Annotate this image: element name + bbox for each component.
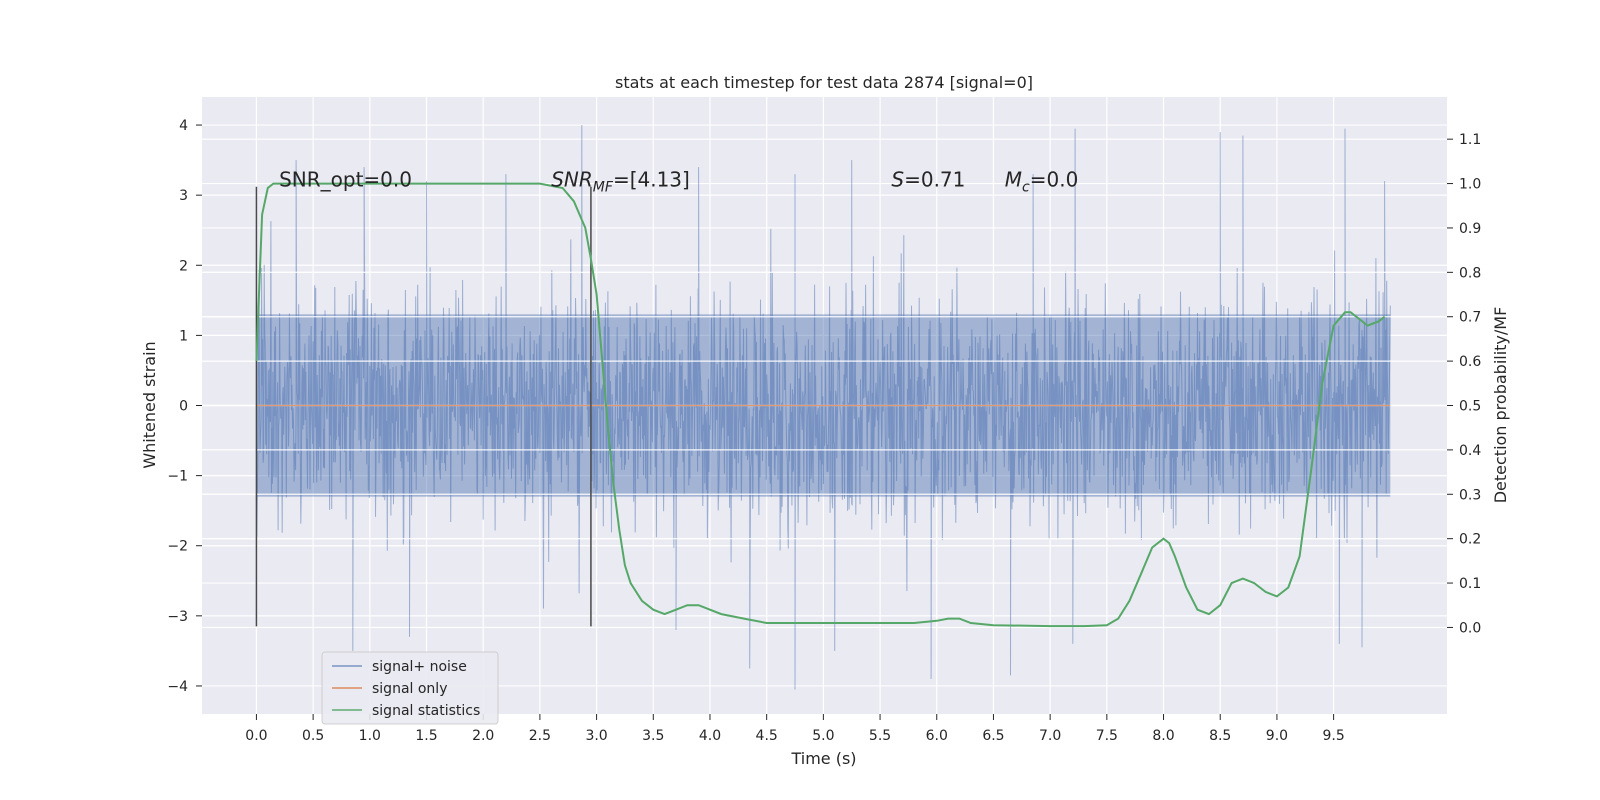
chart-title: stats at each timestep for test data 287… — [615, 73, 1033, 92]
x-tick-label: 5.0 — [812, 728, 834, 744]
y-tick-label: −2 — [167, 539, 188, 555]
x-tick-label: 0.5 — [302, 728, 324, 744]
y2-tick-label: 0.5 — [1459, 399, 1481, 415]
x-tick-label: 7.5 — [1096, 728, 1118, 744]
signal-statistics-line — [255, 182, 1386, 628]
y-tick-label: 1 — [179, 328, 188, 344]
annotation: S=0.71 — [891, 168, 965, 192]
x-tick-label: 6.5 — [982, 728, 1004, 744]
x-tick-label: 4.5 — [756, 728, 778, 744]
y2-tick-label: 0.2 — [1459, 532, 1481, 548]
y-tick-label: −1 — [167, 469, 188, 485]
y2-tick-label: 0.8 — [1459, 265, 1481, 281]
x-tick-label: 4.0 — [699, 728, 721, 744]
x-tick-label: 2.5 — [529, 728, 551, 744]
annotation: SNRMF=[4.13] — [551, 168, 690, 196]
x-tick-label: 8.5 — [1209, 728, 1231, 744]
y2-tick-label: 1.1 — [1459, 132, 1481, 148]
y2-tick-label: 0.6 — [1459, 354, 1481, 370]
y-axis-label: Whitened strain — [140, 341, 159, 468]
y2-tick-label: 0.0 — [1459, 620, 1481, 636]
y-tick-label: −3 — [167, 609, 188, 625]
series-signal-statistics — [255, 182, 1386, 628]
x-tick-label: 6.0 — [926, 728, 948, 744]
y2-axis-ticks: 1.1 1.0 0.9 0.8 0.7 0.6 0.5 0.4 0.3 0.2 0.1 0.0 — [1447, 132, 1481, 636]
x-axis-label: Time (s) — [790, 749, 856, 768]
noise-trace — [255, 124, 1391, 690]
x-axis-ticks: 0.0 0.5 1.0 1.5 2.0 2.5 3.0 3.5 4.0 4.5 5.0 5.5 6.0 6… — [245, 714, 1345, 744]
legend-label: signal+ noise — [372, 659, 467, 675]
x-tick-label: 7.0 — [1039, 728, 1061, 744]
legend: signal+ noise signal only signal statistic… — [321, 651, 499, 725]
y-axis-ticks: 4 3 2 1 0 −1 −2 −3 −4 — [167, 118, 202, 695]
y-tick-label: 4 — [179, 118, 188, 134]
x-tick-label: 8.0 — [1152, 728, 1174, 744]
y2-tick-label: 1.0 — [1459, 177, 1481, 193]
y-tick-label: 0 — [179, 399, 188, 415]
annotation: SNR_opt=0.0 — [279, 168, 412, 192]
y2-axis-label: Detection probability/MF — [1491, 307, 1510, 504]
y2-tick-label: 0.9 — [1459, 221, 1481, 237]
y2-tick-label: 0.1 — [1459, 576, 1481, 592]
x-tick-label: 1.0 — [359, 728, 381, 744]
x-tick-label: 5.5 — [869, 728, 891, 744]
legend-label: signal only — [372, 681, 447, 697]
x-tick-label: 2.0 — [472, 728, 494, 744]
y2-tick-label: 0.7 — [1459, 310, 1481, 326]
y2-tick-label: 0.3 — [1459, 487, 1481, 503]
legend-label: signal statistics — [372, 703, 480, 719]
y2-tick-label: 0.4 — [1459, 443, 1481, 459]
x-tick-label: 9.5 — [1322, 728, 1344, 744]
y-tick-label: 2 — [179, 258, 188, 274]
annotations: SNR_opt=0.0 SNRMF=[4.13] S=0.71 Mc=0.0 — [279, 168, 1078, 196]
x-tick-label: 3.0 — [585, 728, 607, 744]
x-tick-label: 1.5 — [415, 728, 437, 744]
annotation: Mc=0.0 — [1005, 168, 1079, 196]
y-tick-label: 3 — [179, 188, 188, 204]
legend-box — [321, 651, 499, 725]
x-tick-label: 3.5 — [642, 728, 664, 744]
x-tick-label: 0.0 — [245, 728, 267, 744]
x-tick-label: 9.0 — [1266, 728, 1288, 744]
y-tick-label: −4 — [167, 679, 188, 695]
